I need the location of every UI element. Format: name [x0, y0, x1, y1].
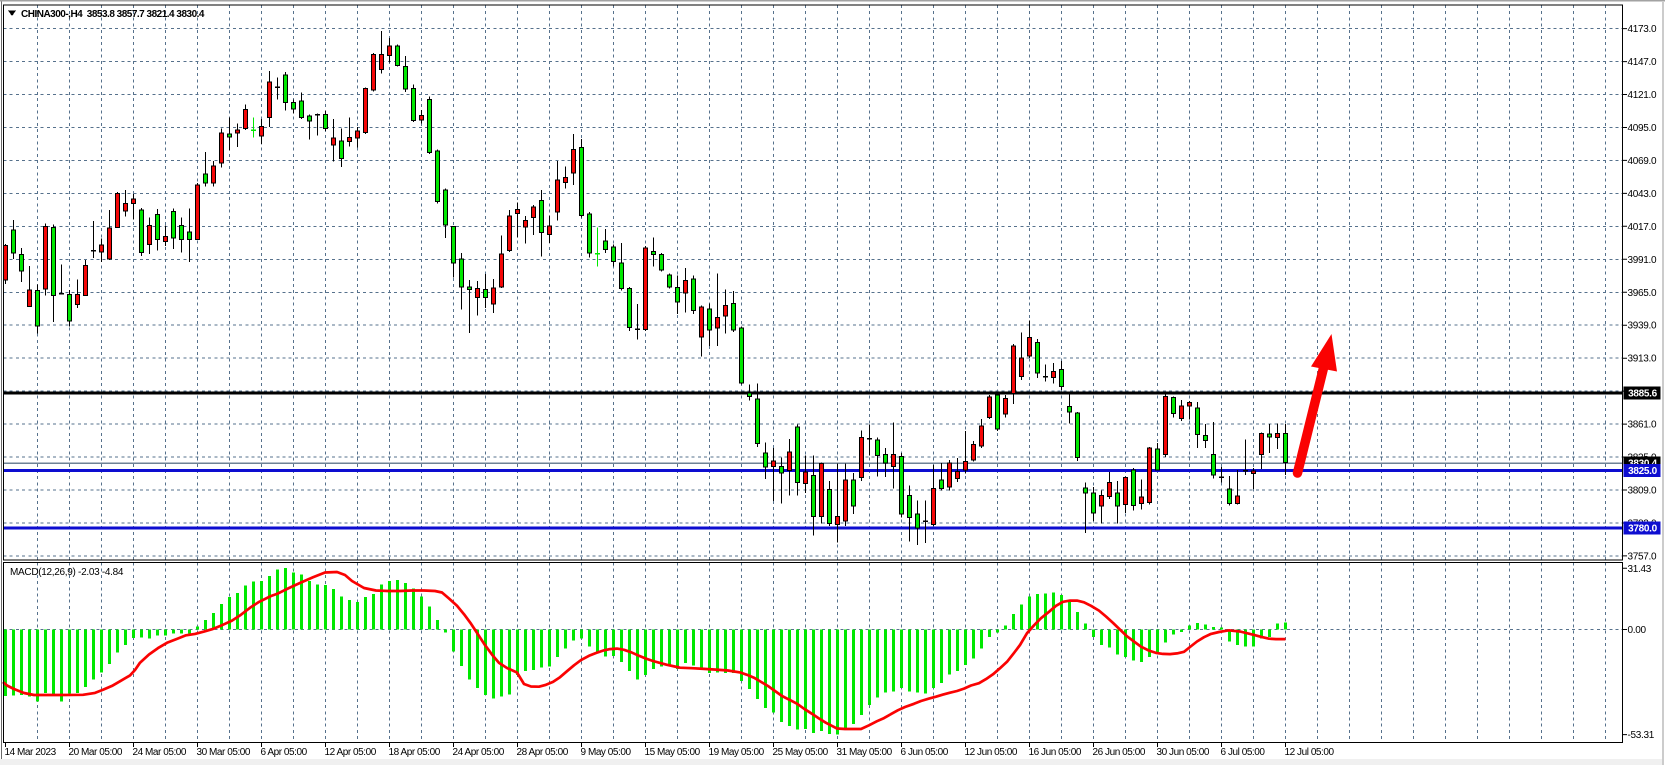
svg-text:14 Mar 2023: 14 Mar 2023: [5, 747, 57, 758]
svg-text:6 Jun 05:00: 6 Jun 05:00: [901, 747, 949, 758]
svg-text:3861.0: 3861.0: [1628, 420, 1658, 431]
svg-text:3757.0: 3757.0: [1628, 551, 1658, 562]
svg-text:3913.0: 3913.0: [1628, 354, 1658, 365]
svg-text:4017.0: 4017.0: [1628, 222, 1658, 233]
svg-text:30 Mar 05:00: 30 Mar 05:00: [197, 747, 251, 758]
svg-text:3939.0: 3939.0: [1628, 321, 1658, 332]
svg-text:4121.0: 4121.0: [1628, 90, 1658, 101]
svg-text:4069.0: 4069.0: [1628, 156, 1658, 167]
svg-text:3991.0: 3991.0: [1628, 255, 1658, 266]
svg-text:3825.0: 3825.0: [1628, 466, 1658, 477]
svg-text:3965.0: 3965.0: [1628, 288, 1658, 299]
svg-text:0.00: 0.00: [1628, 625, 1647, 636]
svg-text:30 Jun 05:00: 30 Jun 05:00: [1157, 747, 1210, 758]
svg-text:6 Apr 05:00: 6 Apr 05:00: [261, 747, 308, 758]
svg-text:19 May 05:00: 19 May 05:00: [709, 747, 765, 758]
svg-text:9 May 05:00: 9 May 05:00: [581, 747, 632, 758]
svg-text:28 Apr 05:00: 28 Apr 05:00: [517, 747, 569, 758]
svg-text:16 Jun 05:00: 16 Jun 05:00: [1029, 747, 1082, 758]
svg-text:20 Mar 05:00: 20 Mar 05:00: [69, 747, 123, 758]
svg-text:18 Apr 05:00: 18 Apr 05:00: [389, 747, 441, 758]
svg-text:4043.0: 4043.0: [1628, 189, 1658, 200]
svg-text:12 Apr 05:00: 12 Apr 05:00: [325, 747, 377, 758]
svg-text:4095.0: 4095.0: [1628, 123, 1658, 134]
svg-text:4147.0: 4147.0: [1628, 57, 1658, 68]
svg-text:4173.0: 4173.0: [1628, 24, 1658, 35]
svg-text:3885.6: 3885.6: [1628, 389, 1658, 400]
svg-text:CHINA300-,H4 3853.8 3857.7 38: CHINA300-,H4 3853.8 3857.7 3821.4 3830.4: [21, 9, 205, 20]
svg-text:26 Jun 05:00: 26 Jun 05:00: [1093, 747, 1146, 758]
svg-text:3780.0: 3780.0: [1628, 524, 1658, 535]
svg-text:-53.31: -53.31: [1628, 730, 1655, 741]
svg-text:3809.0: 3809.0: [1628, 485, 1658, 496]
svg-text:24 Mar 05:00: 24 Mar 05:00: [133, 747, 187, 758]
svg-text:MACD(12,26,9) -2.03 -4.84: MACD(12,26,9) -2.03 -4.84: [10, 567, 124, 578]
svg-text:25 May 05:00: 25 May 05:00: [773, 747, 829, 758]
svg-text:12 Jul 05:00: 12 Jul 05:00: [1285, 747, 1335, 758]
svg-text:15 May 05:00: 15 May 05:00: [645, 747, 701, 758]
svg-text:31 May 05:00: 31 May 05:00: [837, 747, 893, 758]
svg-text:12 Jun 05:00: 12 Jun 05:00: [965, 747, 1018, 758]
svg-text:31.43: 31.43: [1628, 564, 1652, 575]
svg-text:6 Jul 05:00: 6 Jul 05:00: [1221, 747, 1266, 758]
svg-text:24 Apr 05:00: 24 Apr 05:00: [453, 747, 505, 758]
